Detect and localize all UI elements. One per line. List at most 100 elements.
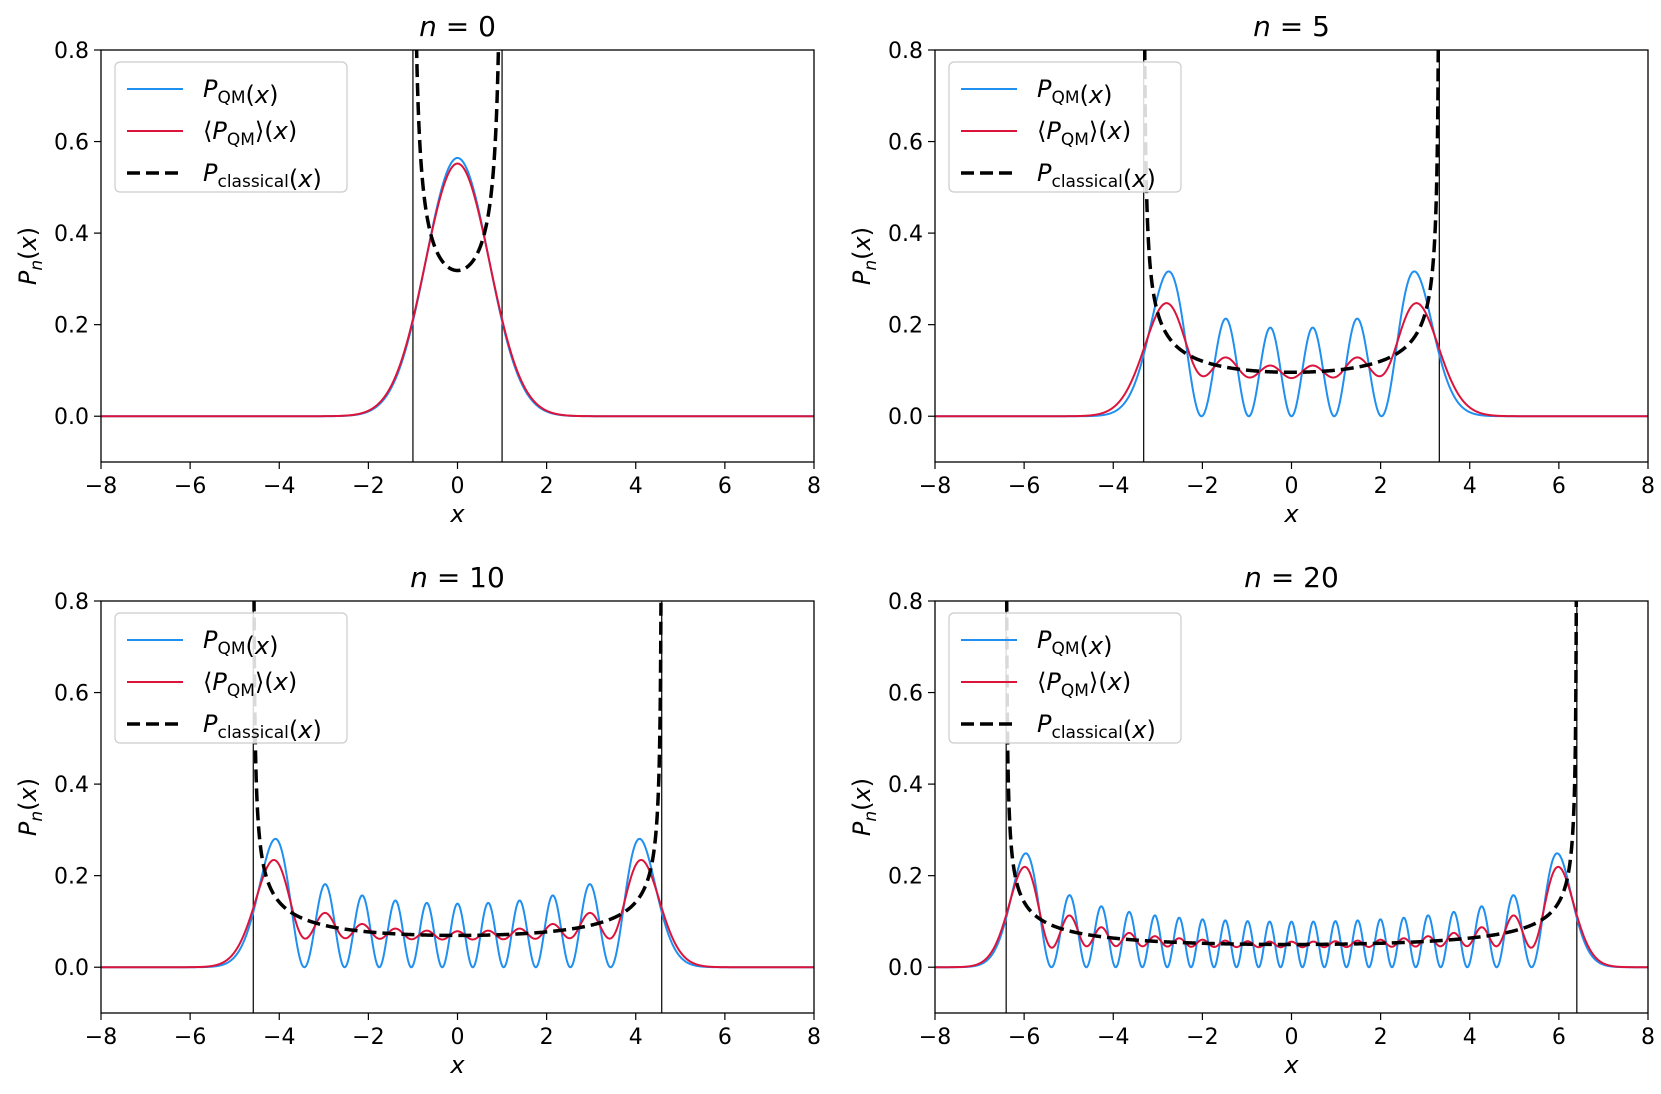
chart-panel-n20: −8 −6 −4 −2 0 2 4 6 8 0.0 0.2 0.4 0.6 0.8 x Pn(x) n = 20… bbox=[848, 561, 1655, 1079]
y-tick-label: 0.0 bbox=[54, 956, 89, 981]
legend: PQM(x) ⟨PQM⟩(x) Pclassical(x) bbox=[948, 61, 1182, 193]
x-axis-label: x bbox=[1283, 500, 1299, 528]
x-tick-label: 6 bbox=[718, 1025, 732, 1050]
x-tick-label: −6 bbox=[174, 474, 206, 499]
legend-box bbox=[948, 612, 1182, 744]
series-classical-line bbox=[1143, 50, 1440, 375]
y-tick-label: 0.8 bbox=[888, 590, 923, 615]
legend: PQM(x) ⟨PQM⟩(x) Pclassical(x) bbox=[114, 612, 348, 744]
x-tick-label: −4 bbox=[263, 474, 295, 499]
y-tick-label: 0.6 bbox=[54, 131, 89, 156]
y-tick-label: 0.8 bbox=[54, 39, 89, 64]
x-tick-label: 8 bbox=[807, 1025, 821, 1050]
y-tick-label: 0.4 bbox=[888, 773, 923, 798]
x-tick-label: −4 bbox=[1097, 474, 1129, 499]
x-tick-label: 8 bbox=[1641, 1025, 1655, 1050]
series-classical-line bbox=[1004, 601, 1579, 947]
series-classical-line bbox=[414, 50, 501, 273]
y-tick-label: 0.4 bbox=[54, 773, 89, 798]
legend-label: ⟨PQM⟩(x) bbox=[203, 668, 297, 701]
y-axis-label: Pn(x) bbox=[848, 778, 881, 836]
x-tick-label: −4 bbox=[1097, 1025, 1129, 1050]
legend-box bbox=[114, 61, 348, 193]
y-tick-label: 0.4 bbox=[888, 222, 923, 247]
plot-area bbox=[935, 50, 1648, 462]
chart-title: n = 5 bbox=[1253, 10, 1330, 43]
legend-box bbox=[114, 612, 348, 744]
legend-label: Pclassical(x) bbox=[203, 710, 322, 744]
x-tick-label: 2 bbox=[540, 474, 554, 499]
series-qm-line bbox=[935, 270, 1648, 418]
x-tick-label: 0 bbox=[1285, 474, 1299, 499]
x-tick-label: −6 bbox=[174, 1025, 206, 1050]
x-tick-label: 2 bbox=[1374, 474, 1388, 499]
series-qm-average-line bbox=[101, 858, 814, 969]
legend: PQM(x) ⟨PQM⟩(x) Pclassical(x) bbox=[948, 612, 1182, 744]
x-tick-label: 0 bbox=[1285, 1025, 1299, 1050]
x-tick-label: 8 bbox=[807, 474, 821, 499]
series-qm-average-line bbox=[935, 302, 1648, 418]
chart-title: n = 0 bbox=[419, 10, 496, 43]
y-tick-label: 0.6 bbox=[888, 682, 923, 707]
legend-box bbox=[948, 61, 1182, 193]
series-qm-line bbox=[101, 837, 814, 969]
x-tick-label: −2 bbox=[352, 1025, 384, 1050]
plot-area bbox=[101, 50, 814, 462]
legend-label: PQM(x) bbox=[203, 75, 279, 109]
legend-label: PQM(x) bbox=[1037, 626, 1113, 660]
chart-title: n = 10 bbox=[410, 561, 505, 594]
plot-area bbox=[101, 601, 814, 1013]
x-tick-label: −4 bbox=[263, 1025, 295, 1050]
chart-panel-n5: −8 −6 −4 −2 0 2 4 6 8 0.0 0.2 0.4 0.6 0.8 x Pn(x) n = 5 P… bbox=[848, 10, 1655, 528]
y-tick-label: 0.2 bbox=[888, 865, 923, 890]
x-tick-label: −8 bbox=[919, 1025, 951, 1050]
x-tick-label: −2 bbox=[1186, 474, 1218, 499]
x-tick-label: −6 bbox=[1008, 474, 1040, 499]
legend-label: Pclassical(x) bbox=[203, 159, 322, 193]
legend-label: PQM(x) bbox=[203, 626, 279, 660]
x-tick-label: 6 bbox=[1552, 474, 1566, 499]
series-qm-average-line bbox=[101, 162, 814, 418]
x-tick-label: 0 bbox=[451, 1025, 465, 1050]
chart-title: n = 20 bbox=[1244, 561, 1339, 594]
y-tick-label: 0.0 bbox=[888, 956, 923, 981]
y-tick-label: 0.2 bbox=[888, 314, 923, 339]
y-tick-label: 0.8 bbox=[888, 39, 923, 64]
y-axis-label: Pn(x) bbox=[14, 778, 47, 836]
legend-label: ⟨PQM⟩(x) bbox=[203, 117, 297, 150]
chart-panel-n10: −8 −6 −4 −2 0 2 4 6 8 0.0 0.2 0.4 0.6 0.8 x Pn(x) n = 10… bbox=[14, 561, 821, 1079]
x-tick-label: 2 bbox=[540, 1025, 554, 1050]
x-tick-label: 4 bbox=[629, 1025, 643, 1050]
x-tick-label: 4 bbox=[629, 474, 643, 499]
y-tick-label: 0.6 bbox=[888, 131, 923, 156]
legend-label: ⟨PQM⟩(x) bbox=[1037, 117, 1131, 150]
x-tick-label: 2 bbox=[1374, 1025, 1388, 1050]
series-qm-line bbox=[935, 852, 1648, 969]
legend: PQM(x) ⟨PQM⟩(x) Pclassical(x) bbox=[114, 61, 348, 193]
x-tick-label: 8 bbox=[1641, 474, 1655, 499]
y-tick-label: 0.2 bbox=[54, 865, 89, 890]
y-tick-label: 0.0 bbox=[54, 405, 89, 430]
x-axis-label: x bbox=[449, 1051, 465, 1079]
y-axis-label: Pn(x) bbox=[848, 227, 881, 285]
series-classical-line bbox=[252, 601, 663, 938]
series-qm-line bbox=[101, 156, 814, 418]
x-tick-label: −6 bbox=[1008, 1025, 1040, 1050]
series-qm-average-line bbox=[935, 865, 1648, 969]
y-tick-label: 0.6 bbox=[54, 682, 89, 707]
y-tick-label: 0.2 bbox=[54, 314, 89, 339]
legend-label: ⟨PQM⟩(x) bbox=[1037, 668, 1131, 701]
x-tick-label: −8 bbox=[85, 1025, 117, 1050]
y-tick-label: 0.8 bbox=[54, 590, 89, 615]
x-tick-label: −2 bbox=[1186, 1025, 1218, 1050]
legend-label: PQM(x) bbox=[1037, 75, 1113, 109]
x-tick-label: 4 bbox=[1463, 474, 1477, 499]
x-tick-label: 6 bbox=[718, 474, 732, 499]
x-tick-label: −2 bbox=[352, 474, 384, 499]
legend-label: Pclassical(x) bbox=[1037, 159, 1156, 193]
x-tick-label: 0 bbox=[451, 474, 465, 499]
chart-panel-n0: −8 −6 −4 −2 0 2 4 6 8 0.0 0.2 0.4 0.6 0.8 x Pn(x) n = 0 P… bbox=[14, 10, 821, 528]
x-tick-label: 4 bbox=[1463, 1025, 1477, 1050]
plot-area bbox=[935, 601, 1648, 1013]
